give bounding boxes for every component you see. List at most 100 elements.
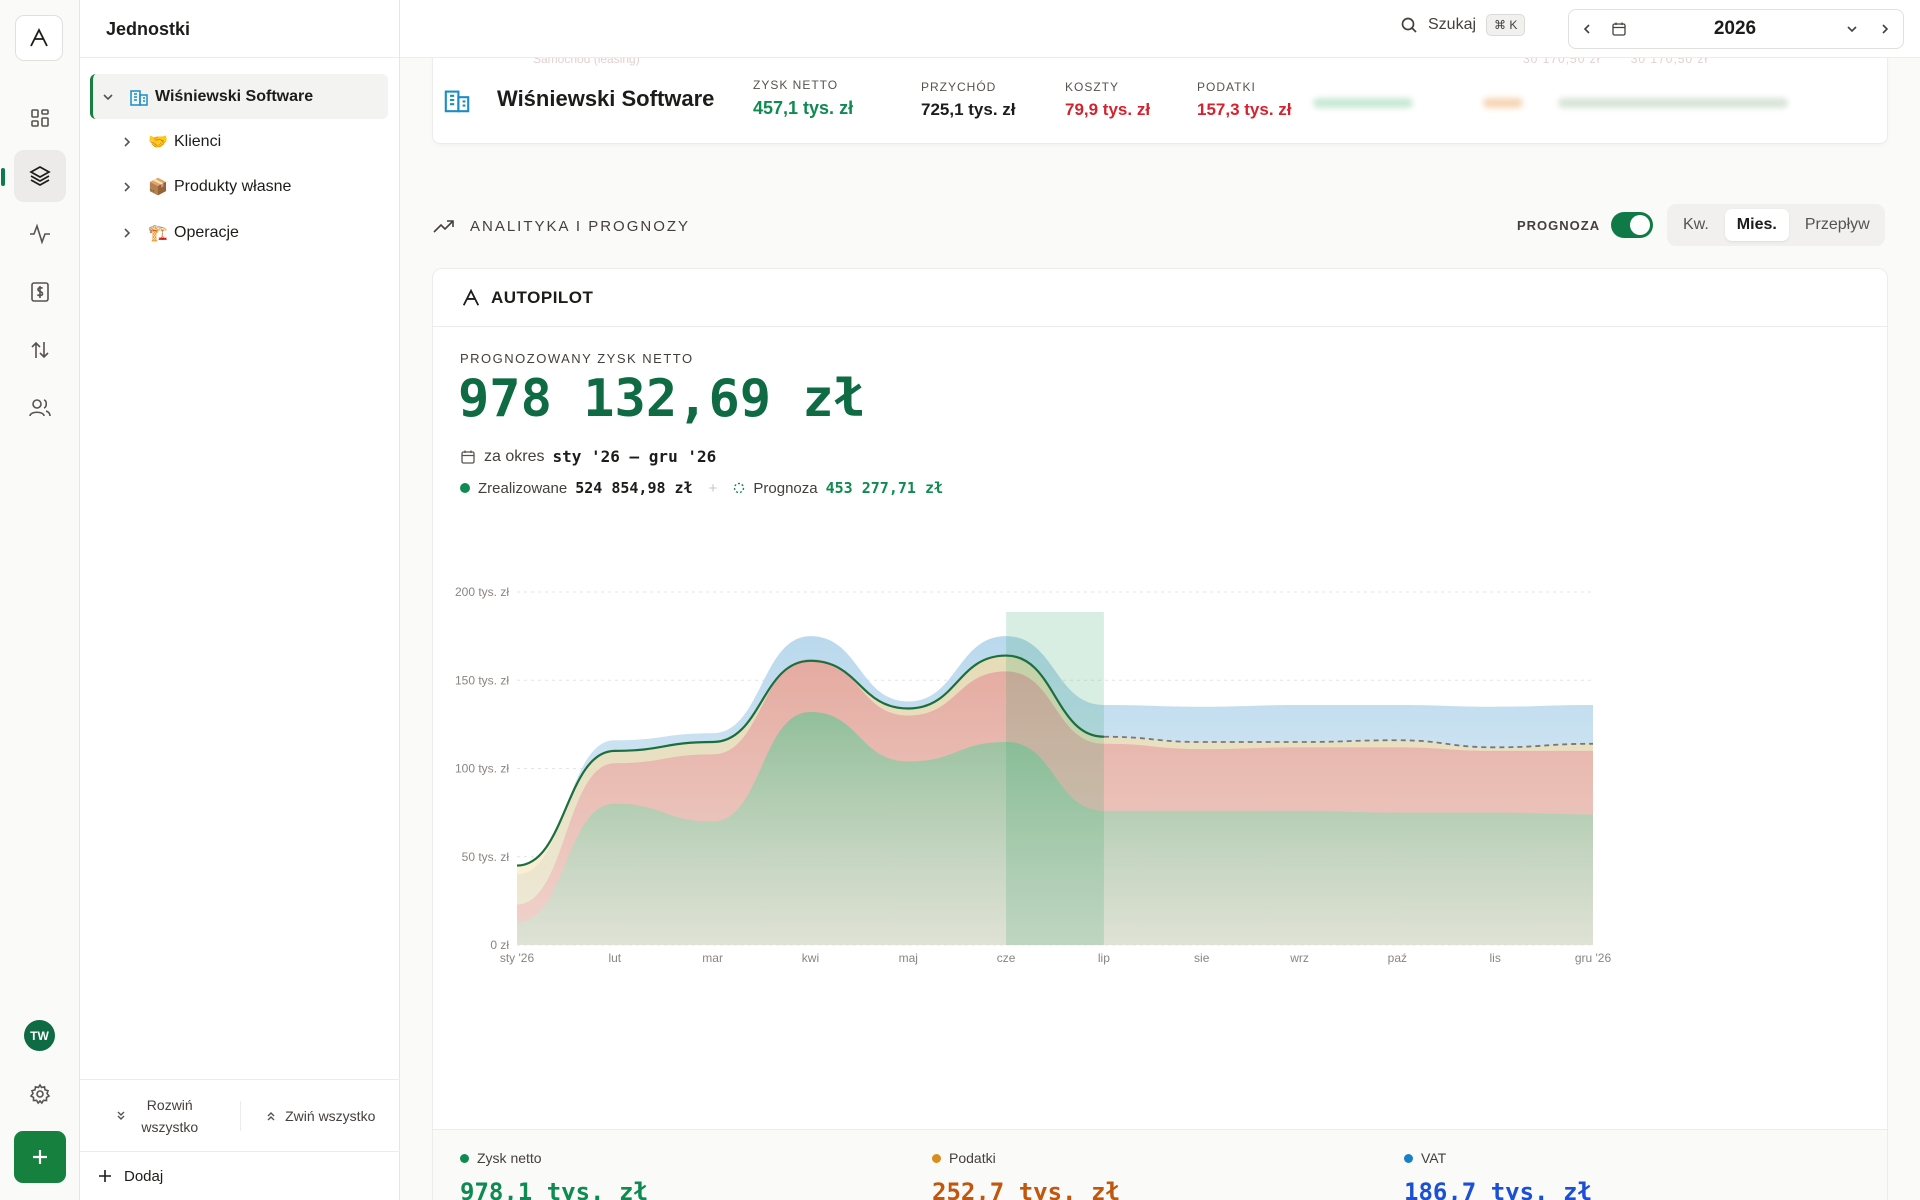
tree-node-operacje[interactable]: 🏗️ Operacje (112, 210, 388, 255)
year-select[interactable]: 2026 (1713, 18, 1757, 39)
gear-icon (29, 1083, 51, 1105)
search-label: Szukaj (1428, 16, 1477, 33)
autopilot-header: AUTOPILOT (433, 269, 1887, 327)
plus-sign: + (708, 479, 718, 497)
blurred-value (1483, 98, 1523, 108)
forecast-toggle[interactable] (1611, 212, 1653, 238)
shortcut-badge: ⌘ K (1486, 14, 1526, 36)
y-tick-label: 150 tys. zł (455, 673, 509, 687)
segment-cashflow[interactable]: Przepływ (1804, 216, 1870, 233)
x-tick-label: maj (899, 951, 918, 965)
entities-sidebar: Jednostki Wiśniewski Software 🤝 Klienci … (80, 0, 400, 1200)
tree-node-klienci[interactable]: 🤝 Klienci (112, 119, 388, 164)
users-icon (29, 399, 51, 417)
forecast-part-value: 453 277,71 zł (825, 479, 944, 497)
legend-net-profit: Zysk netto 978,1 tys. zł (460, 1150, 648, 1200)
expand-all-button[interactable]: Rozwiń wszystko (80, 1097, 241, 1135)
period-range: sty '26 – gru '26 (552, 447, 717, 466)
handshake-icon: 🤝 (148, 133, 168, 151)
legend-value: 186,7 tys. zł (1404, 1178, 1592, 1200)
tree-node-label: Wiśniewski Software (155, 87, 314, 105)
y-axis: 0 zł 50 tys. zł 100 tys. zł 150 tys. zł 200 … (455, 585, 509, 952)
building-icon (444, 90, 470, 113)
x-tick-label: wrz (1289, 951, 1309, 965)
add-button[interactable] (14, 1131, 66, 1183)
segment-quarterly[interactable]: Kw. (1683, 216, 1709, 233)
tree-node-label: Klienci (174, 132, 222, 150)
legend-label: VAT (1421, 1150, 1447, 1166)
building-icon (123, 87, 155, 107)
nav-dashboard[interactable] (14, 92, 66, 144)
active-indicator (1, 168, 5, 186)
chart-areas (516, 612, 1594, 945)
forecast-label: PROGNOZA (1517, 218, 1601, 233)
add-entity-button[interactable]: Dodaj (80, 1152, 400, 1200)
x-axis: sty '26 lut mar kwi maj cze lip sie wrz paź lis gru… (500, 951, 1612, 965)
user-avatar[interactable]: TW (24, 1020, 55, 1051)
calendar-icon (1605, 21, 1633, 37)
search-button[interactable]: Szukaj ⌘ K (1400, 14, 1526, 36)
current-month-highlight (1006, 612, 1104, 945)
nav-activity[interactable] (14, 208, 66, 260)
year-picker: 2026 (1568, 9, 1904, 49)
nav-finance[interactable] (14, 266, 66, 318)
segment-monthly[interactable]: Mies. (1724, 209, 1789, 241)
entity-summary-card[interactable]: Samochód (leasing) 30 170,50 zł 30 170,5… (432, 58, 1888, 144)
chevrons-down-icon (117, 1111, 125, 1120)
app-logo[interactable] (15, 15, 63, 61)
kpi-net-profit: ZYSK NETTO 457,1 tys. zł (753, 78, 853, 119)
period-line: za okres sty '26 – gru '26 (460, 447, 716, 466)
x-tick-label: mar (702, 951, 723, 965)
logo-icon (30, 27, 48, 47)
construction-icon: 🏗️ (148, 224, 168, 242)
settings-button[interactable] (14, 1068, 66, 1120)
chart-legend: Zysk netto 978,1 tys. zł Podatki 252,7 t… (433, 1129, 1887, 1200)
chevron-down-icon[interactable] (93, 90, 123, 104)
chevron-left-icon (1583, 24, 1590, 34)
y-tick-label: 50 tys. zł (462, 850, 510, 864)
nav-transfers[interactable] (14, 324, 66, 376)
expand-all-label: Rozwiń wszystko (141, 1096, 199, 1135)
prev-year-button[interactable] (1569, 22, 1605, 36)
kpi-label: KOSZTY (1065, 80, 1120, 94)
nav-users[interactable] (14, 382, 66, 434)
period-segmented-control: Kw. Mies. Przepływ (1667, 204, 1885, 246)
x-tick-label: gru '26 (1575, 951, 1612, 965)
activity-icon (30, 223, 50, 245)
add-label: Dodaj (124, 1167, 164, 1185)
chevron-right-icon[interactable] (112, 226, 142, 240)
forecast-net-profit-value: 978 132,69 zł (458, 369, 865, 429)
kpi-value: 457,1 tys. zł (753, 98, 854, 118)
legend-dot (1404, 1153, 1413, 1163)
x-tick-label: lut (608, 951, 621, 965)
legend-label: Podatki (949, 1150, 996, 1166)
analytics-section-header: ANALITYKA I PROGNOZY PROGNOZA Kw. Mies. … (432, 204, 1888, 254)
net-profit-area (517, 712, 1593, 945)
realized-dot (460, 483, 470, 493)
chevron-down-icon[interactable] (1837, 22, 1867, 36)
calendar-icon (461, 450, 475, 464)
package-icon: 📦 (148, 178, 168, 196)
chevron-right-icon[interactable] (112, 180, 142, 194)
collapse-all-button[interactable]: Zwiń wszystko (241, 1105, 401, 1127)
chevron-right-icon[interactable] (112, 135, 142, 149)
main-content: Samochód (leasing) 30 170,50 zł 30 170,5… (400, 58, 1920, 1200)
x-tick-label: lis (1490, 951, 1501, 965)
tree-node-produkty[interactable]: 📦 Produkty własne (112, 164, 388, 209)
y-tick-label: 200 tys. zł (455, 585, 509, 599)
top-bar: Szukaj ⌘ K 2026 (400, 0, 1920, 58)
layers-icon (29, 166, 51, 186)
forecast-net-profit-label: PROGNOZOWANY ZYSK NETTO (460, 351, 694, 366)
nav-entities[interactable] (1, 150, 66, 202)
autopilot-title: AUTOPILOT (491, 287, 594, 307)
x-tick-label: sie (1194, 951, 1210, 965)
realized-label: Zrealizowane (478, 479, 568, 497)
kpi-value: 725,1 tys. zł (921, 100, 1016, 119)
period-prefix: za okres (484, 447, 545, 465)
tree-node-root[interactable]: Wiśniewski Software (90, 74, 388, 119)
next-year-button[interactable] (1867, 22, 1903, 36)
chevron-right-icon (1882, 24, 1889, 34)
invoice-icon (31, 282, 49, 302)
legend-value: 252,7 tys. zł (932, 1178, 1120, 1200)
entity-name: Wiśniewski Software (497, 86, 715, 111)
